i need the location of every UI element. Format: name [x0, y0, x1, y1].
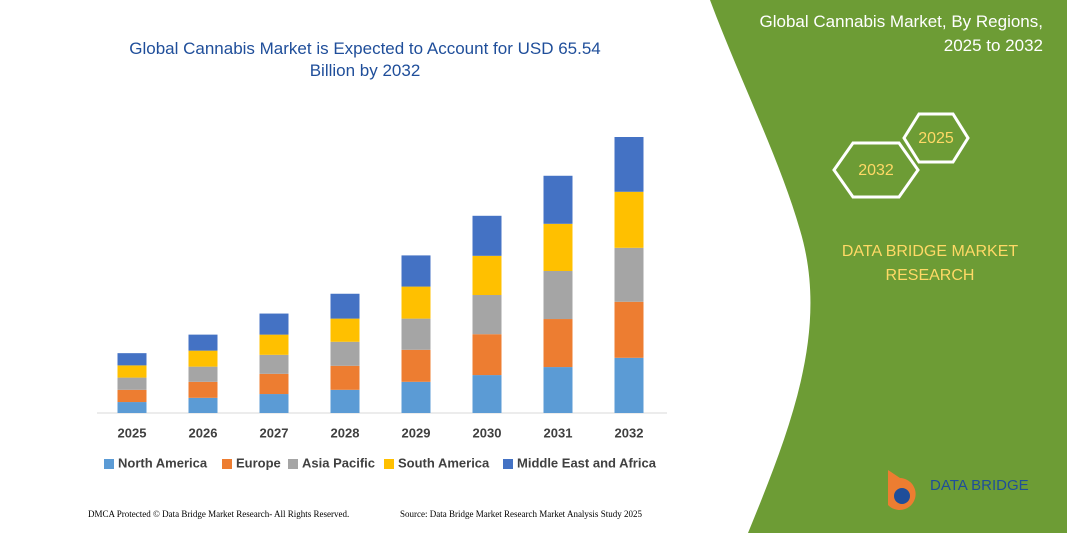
x-tick-label: 2025 — [118, 425, 147, 440]
brand: DATA BRIDGE MARKET RESEARCH — [841, 243, 1019, 284]
logo-text: DATA BRIDGE — [930, 477, 1029, 494]
legend-swatch — [222, 459, 232, 469]
legend-swatch — [384, 459, 394, 469]
bar-segment — [543, 367, 573, 413]
bar-segment — [543, 223, 573, 271]
bar-segment — [614, 137, 644, 192]
bar-segment — [259, 313, 289, 335]
bar-segment — [117, 377, 147, 390]
bar-segment — [117, 353, 147, 366]
bar-segment — [188, 334, 218, 351]
x-tick-label: 2031 — [544, 425, 573, 440]
legend-label: Asia Pacific — [302, 455, 375, 470]
bar-segment — [330, 318, 360, 342]
bar-segment — [543, 319, 573, 368]
hexagon — [832, 141, 920, 199]
bar-segment — [472, 215, 502, 256]
bar-segment — [614, 247, 644, 302]
x-tick-label: 2030 — [473, 425, 502, 440]
chart-title: Global Cannabis Market is Expected to Ac… — [129, 39, 601, 80]
bar-segment — [330, 293, 360, 319]
bar-segment — [330, 341, 360, 366]
hex-label: 2025 — [918, 130, 954, 147]
bar-segment — [188, 397, 218, 413]
bar-segment — [472, 375, 502, 413]
bar-segment — [188, 350, 218, 367]
footer-right: Source: Data Bridge Market Research Mark… — [400, 509, 642, 519]
bar-segment — [401, 255, 431, 287]
panel-title: Global Cannabis Market, By Regions, 2025… — [759, 12, 1043, 55]
bar-segment — [188, 366, 218, 382]
legend-label: Middle East and Africa — [517, 455, 657, 470]
hex-label: 2032 — [858, 162, 894, 179]
bar-segment — [614, 301, 644, 358]
bar-segment — [259, 334, 289, 355]
legend-label: South America — [398, 455, 490, 470]
panel-bg — [710, 0, 1067, 533]
x-tick-label: 2028 — [331, 425, 360, 440]
bar-segment — [401, 381, 431, 413]
logo-icon — [894, 488, 910, 504]
bar-segment — [472, 334, 502, 376]
bar-segment — [472, 255, 502, 296]
bar-segment — [401, 286, 431, 319]
bar-segment — [259, 354, 289, 374]
bar-segment — [543, 270, 573, 320]
bar-segment — [614, 357, 644, 413]
bar-segment — [330, 365, 360, 390]
bar-segment — [401, 349, 431, 382]
bar-segment — [259, 394, 289, 413]
x-tick-label: 2032 — [615, 425, 644, 440]
legend-swatch — [503, 459, 513, 469]
bar-segment — [259, 373, 289, 395]
hexagon — [902, 112, 970, 164]
legend-swatch — [288, 459, 298, 469]
bar-segment — [401, 318, 431, 350]
bar-segment — [117, 402, 147, 413]
x-tick-label: 2026 — [189, 425, 218, 440]
legend-label: North America — [118, 455, 208, 470]
bar-segment — [117, 365, 147, 378]
bar-segment — [188, 381, 218, 398]
bar-segment — [543, 175, 573, 224]
bar-segment — [330, 389, 360, 413]
footer-left: DMCA Protected © Data Bridge Market Rese… — [88, 509, 349, 519]
bar-segment — [472, 295, 502, 335]
legend-swatch — [104, 459, 114, 469]
x-tick-label: 2027 — [260, 425, 289, 440]
bar-segment — [614, 191, 644, 248]
bar-segment — [117, 389, 147, 403]
legend-label: Europe — [236, 455, 281, 470]
x-tick-label: 2029 — [402, 425, 431, 440]
